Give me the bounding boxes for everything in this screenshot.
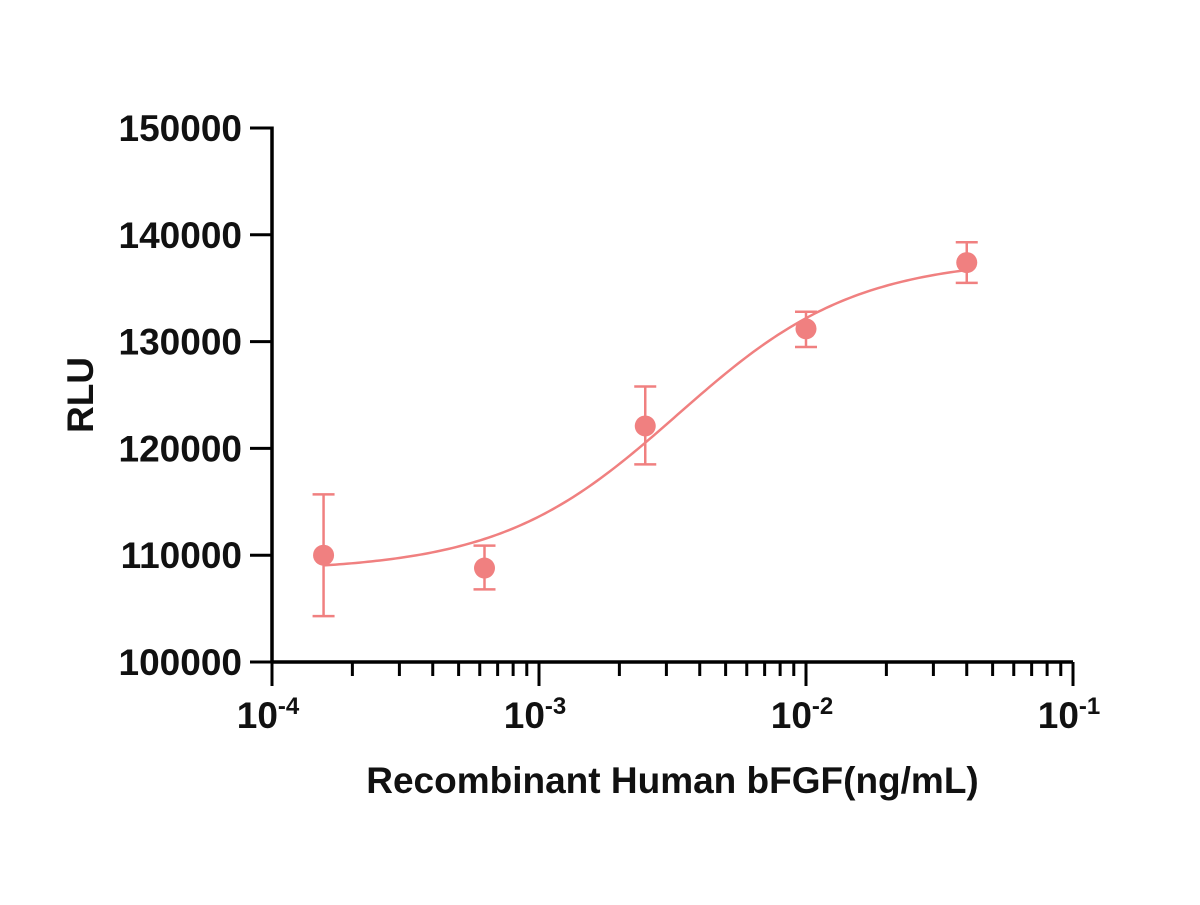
data-point-3 [795,318,817,340]
data-point-group-3 [795,310,817,349]
y-tick-label-1: 110000 [121,535,242,576]
x-tick-label-2: 10-2 [771,693,834,736]
data-point-4 [956,252,978,274]
axes-layer [270,126,1073,664]
data-points-layer [312,241,978,618]
y-tick-label-5: 150000 [119,108,242,149]
x-tick-label-0: 10-4 [237,693,300,736]
x-axis-title: Recombinant Human bFGF(ng/mL) [366,760,979,801]
data-point-group-0 [312,493,335,618]
y-tick-label-0: 100000 [119,642,242,683]
y-tick-label-2: 120000 [119,428,242,469]
x-tick-label-3: 10-1 [1038,693,1101,736]
data-point-2 [634,415,656,437]
data-point-group-2 [634,385,657,466]
y-tick-label-4: 140000 [119,215,242,256]
ticks-layer: 100000 110000 120000 130000 140000 150000 10-4… [119,108,1101,736]
y-axis-title: RLU [60,357,101,433]
data-point-group-1 [473,544,496,591]
y-tick-label-3: 130000 [119,322,242,363]
data-point-0 [313,544,335,566]
x-tick-label-1: 10-3 [504,693,567,736]
data-point-group-4 [955,241,978,285]
data-point-1 [473,557,495,579]
